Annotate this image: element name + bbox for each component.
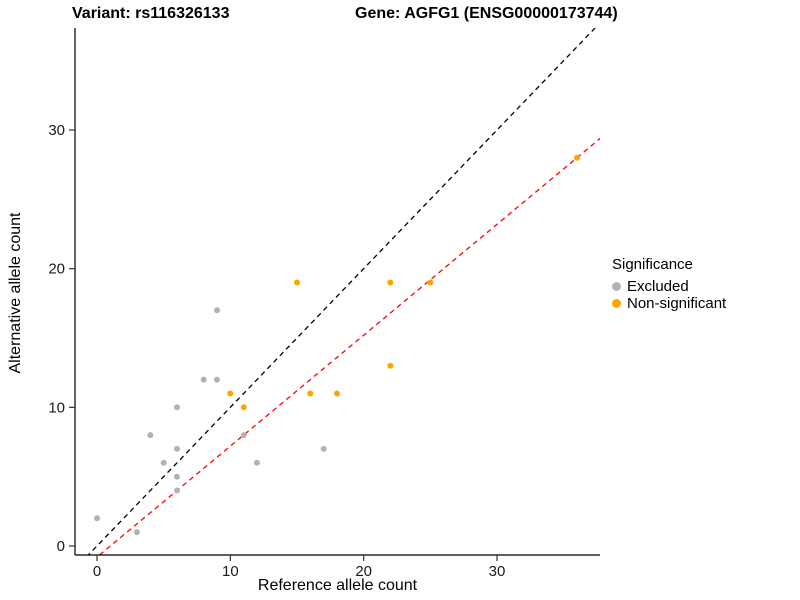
y-tick-label: 0 <box>57 538 65 555</box>
variant-title: Variant: rs116326133 <box>72 5 230 22</box>
point-excluded <box>214 307 220 314</box>
x-tick-label: 20 <box>355 563 372 580</box>
point-non-significant <box>294 279 300 286</box>
x-axis-label: Reference allele count <box>257 577 418 594</box>
y-tick-label: 30 <box>48 122 65 139</box>
point-non-significant <box>307 390 314 397</box>
point-excluded <box>214 376 220 383</box>
point-excluded <box>134 529 140 536</box>
point-non-significant <box>574 154 580 161</box>
point-non-significant <box>387 362 394 369</box>
excluded-color-swatch <box>612 282 621 291</box>
point-excluded <box>240 432 247 439</box>
fit-line <box>98 137 600 555</box>
legend-label-non-significant: Non-significant <box>627 295 727 312</box>
non-significant-color-swatch <box>612 299 621 308</box>
point-excluded <box>174 487 180 494</box>
point-non-significant <box>240 404 247 411</box>
y-axis-label: Alternative allele count <box>7 212 24 374</box>
identity-line <box>87 28 596 555</box>
legend-item-non-significant: Non-significant <box>612 295 726 312</box>
point-non-significant <box>227 390 234 397</box>
point-excluded <box>94 515 100 522</box>
legend: Significance Excluded Non-significant <box>612 256 726 312</box>
x-tick-label: 30 <box>489 563 506 580</box>
point-excluded <box>174 473 180 480</box>
point-excluded <box>174 404 180 411</box>
point-non-significant <box>387 279 394 286</box>
legend-title: Significance <box>612 256 693 273</box>
point-non-significant <box>334 390 340 397</box>
point-excluded <box>200 376 207 383</box>
point-excluded <box>254 459 260 466</box>
legend-label-excluded: Excluded <box>627 278 689 295</box>
x-tick-label: 10 <box>222 563 239 580</box>
x-tick-label: 0 <box>93 563 101 580</box>
point-excluded <box>174 445 180 452</box>
point-excluded <box>147 432 154 439</box>
y-tick-label: 20 <box>48 261 65 278</box>
point-non-significant <box>427 279 434 286</box>
point-excluded <box>320 445 327 452</box>
point-excluded <box>160 459 167 466</box>
y-tick-label: 10 <box>48 399 65 416</box>
legend-item-excluded: Excluded <box>612 278 726 295</box>
gene-title: Gene: AGFG1 (ENSG00000173744) <box>355 5 618 22</box>
